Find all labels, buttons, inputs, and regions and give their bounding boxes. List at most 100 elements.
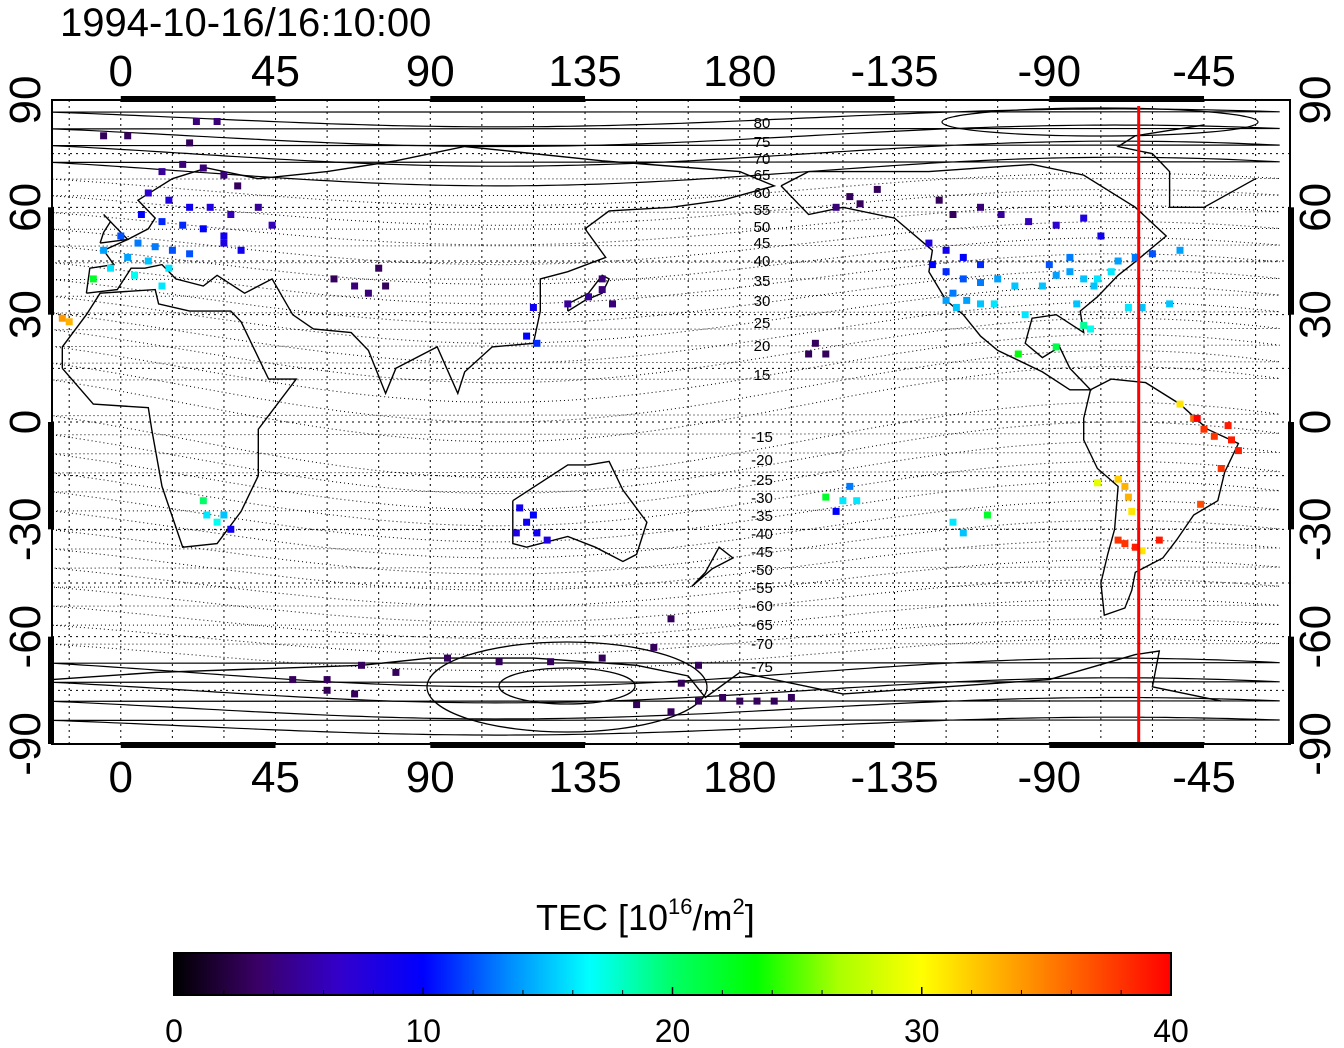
tec-point: [1200, 425, 1208, 433]
tec-point: [994, 275, 1002, 283]
tec-point: [533, 529, 541, 537]
left-latitude-labels: 90 60 30 0 -30 -60 -90: [1, 76, 50, 776]
tec-point: [237, 246, 245, 254]
tec-point: [770, 697, 778, 705]
contour-label: 70: [754, 151, 771, 168]
tec-point: [959, 529, 967, 537]
tec-point: [997, 211, 1005, 218]
contour-line: [51, 401, 1280, 478]
tec-point: [983, 511, 991, 519]
tec-point: [1097, 232, 1105, 240]
tec-point: [1066, 268, 1074, 276]
tec-point: [358, 661, 365, 669]
top-axis-bar: [739, 96, 895, 102]
right-axis-bar: [1288, 207, 1294, 315]
tec-point: [227, 525, 235, 533]
colorbar-tick-label: 20: [655, 1013, 691, 1048]
tec-point: [977, 203, 984, 211]
tec-point: [1155, 536, 1163, 544]
tec-point: [832, 507, 840, 515]
top-longitude-label: -45: [1172, 47, 1236, 96]
tec-point: [134, 239, 142, 247]
tec-point: [822, 493, 830, 501]
contour-line: [51, 333, 1280, 403]
contour-loop-south-outer: [426, 641, 708, 733]
contour-label: 65: [754, 167, 771, 184]
left-axis-bar: [48, 422, 54, 530]
tec-point: [323, 686, 331, 694]
bottom-axis-bar: [430, 742, 586, 748]
tec-point: [512, 529, 520, 537]
colorbar-ticks: 0 10 20 30 40: [165, 987, 1189, 1048]
tec-point: [199, 497, 207, 505]
contour-line: [51, 124, 1280, 148]
tec-point: [206, 203, 214, 211]
tec-point: [959, 253, 967, 261]
contour-line: [51, 204, 1280, 246]
contour-label: -25: [751, 472, 773, 489]
tec-point: [695, 697, 702, 705]
tec-point: [547, 658, 555, 666]
tec-point: [853, 497, 861, 505]
tec-point: [736, 697, 744, 705]
tec-point: [753, 697, 761, 705]
bottom-longitude-label: 0: [109, 753, 133, 802]
tec-point: [144, 257, 152, 265]
contour-line: [51, 441, 1280, 511]
top-longitude-label: -90: [1017, 47, 1081, 96]
colorbar-title: TEC [1016/m2]: [536, 894, 755, 938]
tec-point: [220, 232, 228, 240]
tec-point: [935, 196, 943, 204]
right-latitude-label: 30: [1291, 290, 1340, 339]
tec-point: [1090, 282, 1098, 290]
tec-point: [959, 275, 967, 283]
tec-point: [186, 250, 194, 258]
tec-point: [1128, 507, 1136, 515]
tec-point: [1080, 214, 1088, 222]
tec-point: [928, 261, 936, 269]
contour-label: 15: [754, 367, 771, 384]
contour-line: [51, 638, 1280, 672]
tec-point: [856, 200, 864, 208]
tec-point: [213, 518, 221, 526]
tec-point: [832, 203, 840, 211]
tec-point: [392, 668, 400, 676]
tec-point: [839, 497, 847, 505]
tec-point: [213, 118, 221, 125]
tec-point: [203, 511, 211, 519]
contour-line: [51, 500, 1280, 559]
contour-label: -65: [751, 617, 773, 634]
contour-label: -50: [751, 562, 773, 579]
left-axis-bar: [48, 207, 54, 315]
bottom-longitude-label: -90: [1017, 753, 1081, 802]
contour-line: [51, 285, 1280, 344]
contour-label: 40: [754, 253, 771, 270]
colorbar-tick-label: 0: [165, 1013, 183, 1048]
bottom-axis-bar: [739, 742, 895, 748]
tec-point: [254, 203, 262, 211]
tec-point: [268, 221, 276, 229]
contour-label: 45: [754, 235, 771, 252]
top-axis-bar: [1049, 96, 1205, 102]
tec-point: [533, 339, 541, 347]
tec-point: [186, 203, 194, 211]
tec-point: [1114, 475, 1122, 483]
bottom-longitude-label: 135: [548, 753, 621, 802]
bottom-longitude-label: 45: [251, 753, 300, 802]
tec-point: [529, 511, 537, 519]
right-latitude-label: -30: [1291, 498, 1340, 562]
tec-point: [633, 701, 641, 709]
bottom-longitude-label: -45: [1172, 753, 1236, 802]
tec-point: [1080, 321, 1088, 329]
tec-point: [137, 211, 145, 218]
tec-point: [1087, 325, 1094, 333]
contour-label: 50: [754, 219, 771, 236]
tec-point: [952, 304, 960, 311]
axis-bars: [48, 96, 1294, 748]
top-longitude-labels: 0 45 90 135 180 -135 -90 -45: [109, 47, 1236, 96]
tec-point: [364, 289, 372, 297]
tec-point: [1080, 275, 1088, 283]
tec-point: [1166, 300, 1174, 308]
tec-point: [124, 253, 132, 261]
